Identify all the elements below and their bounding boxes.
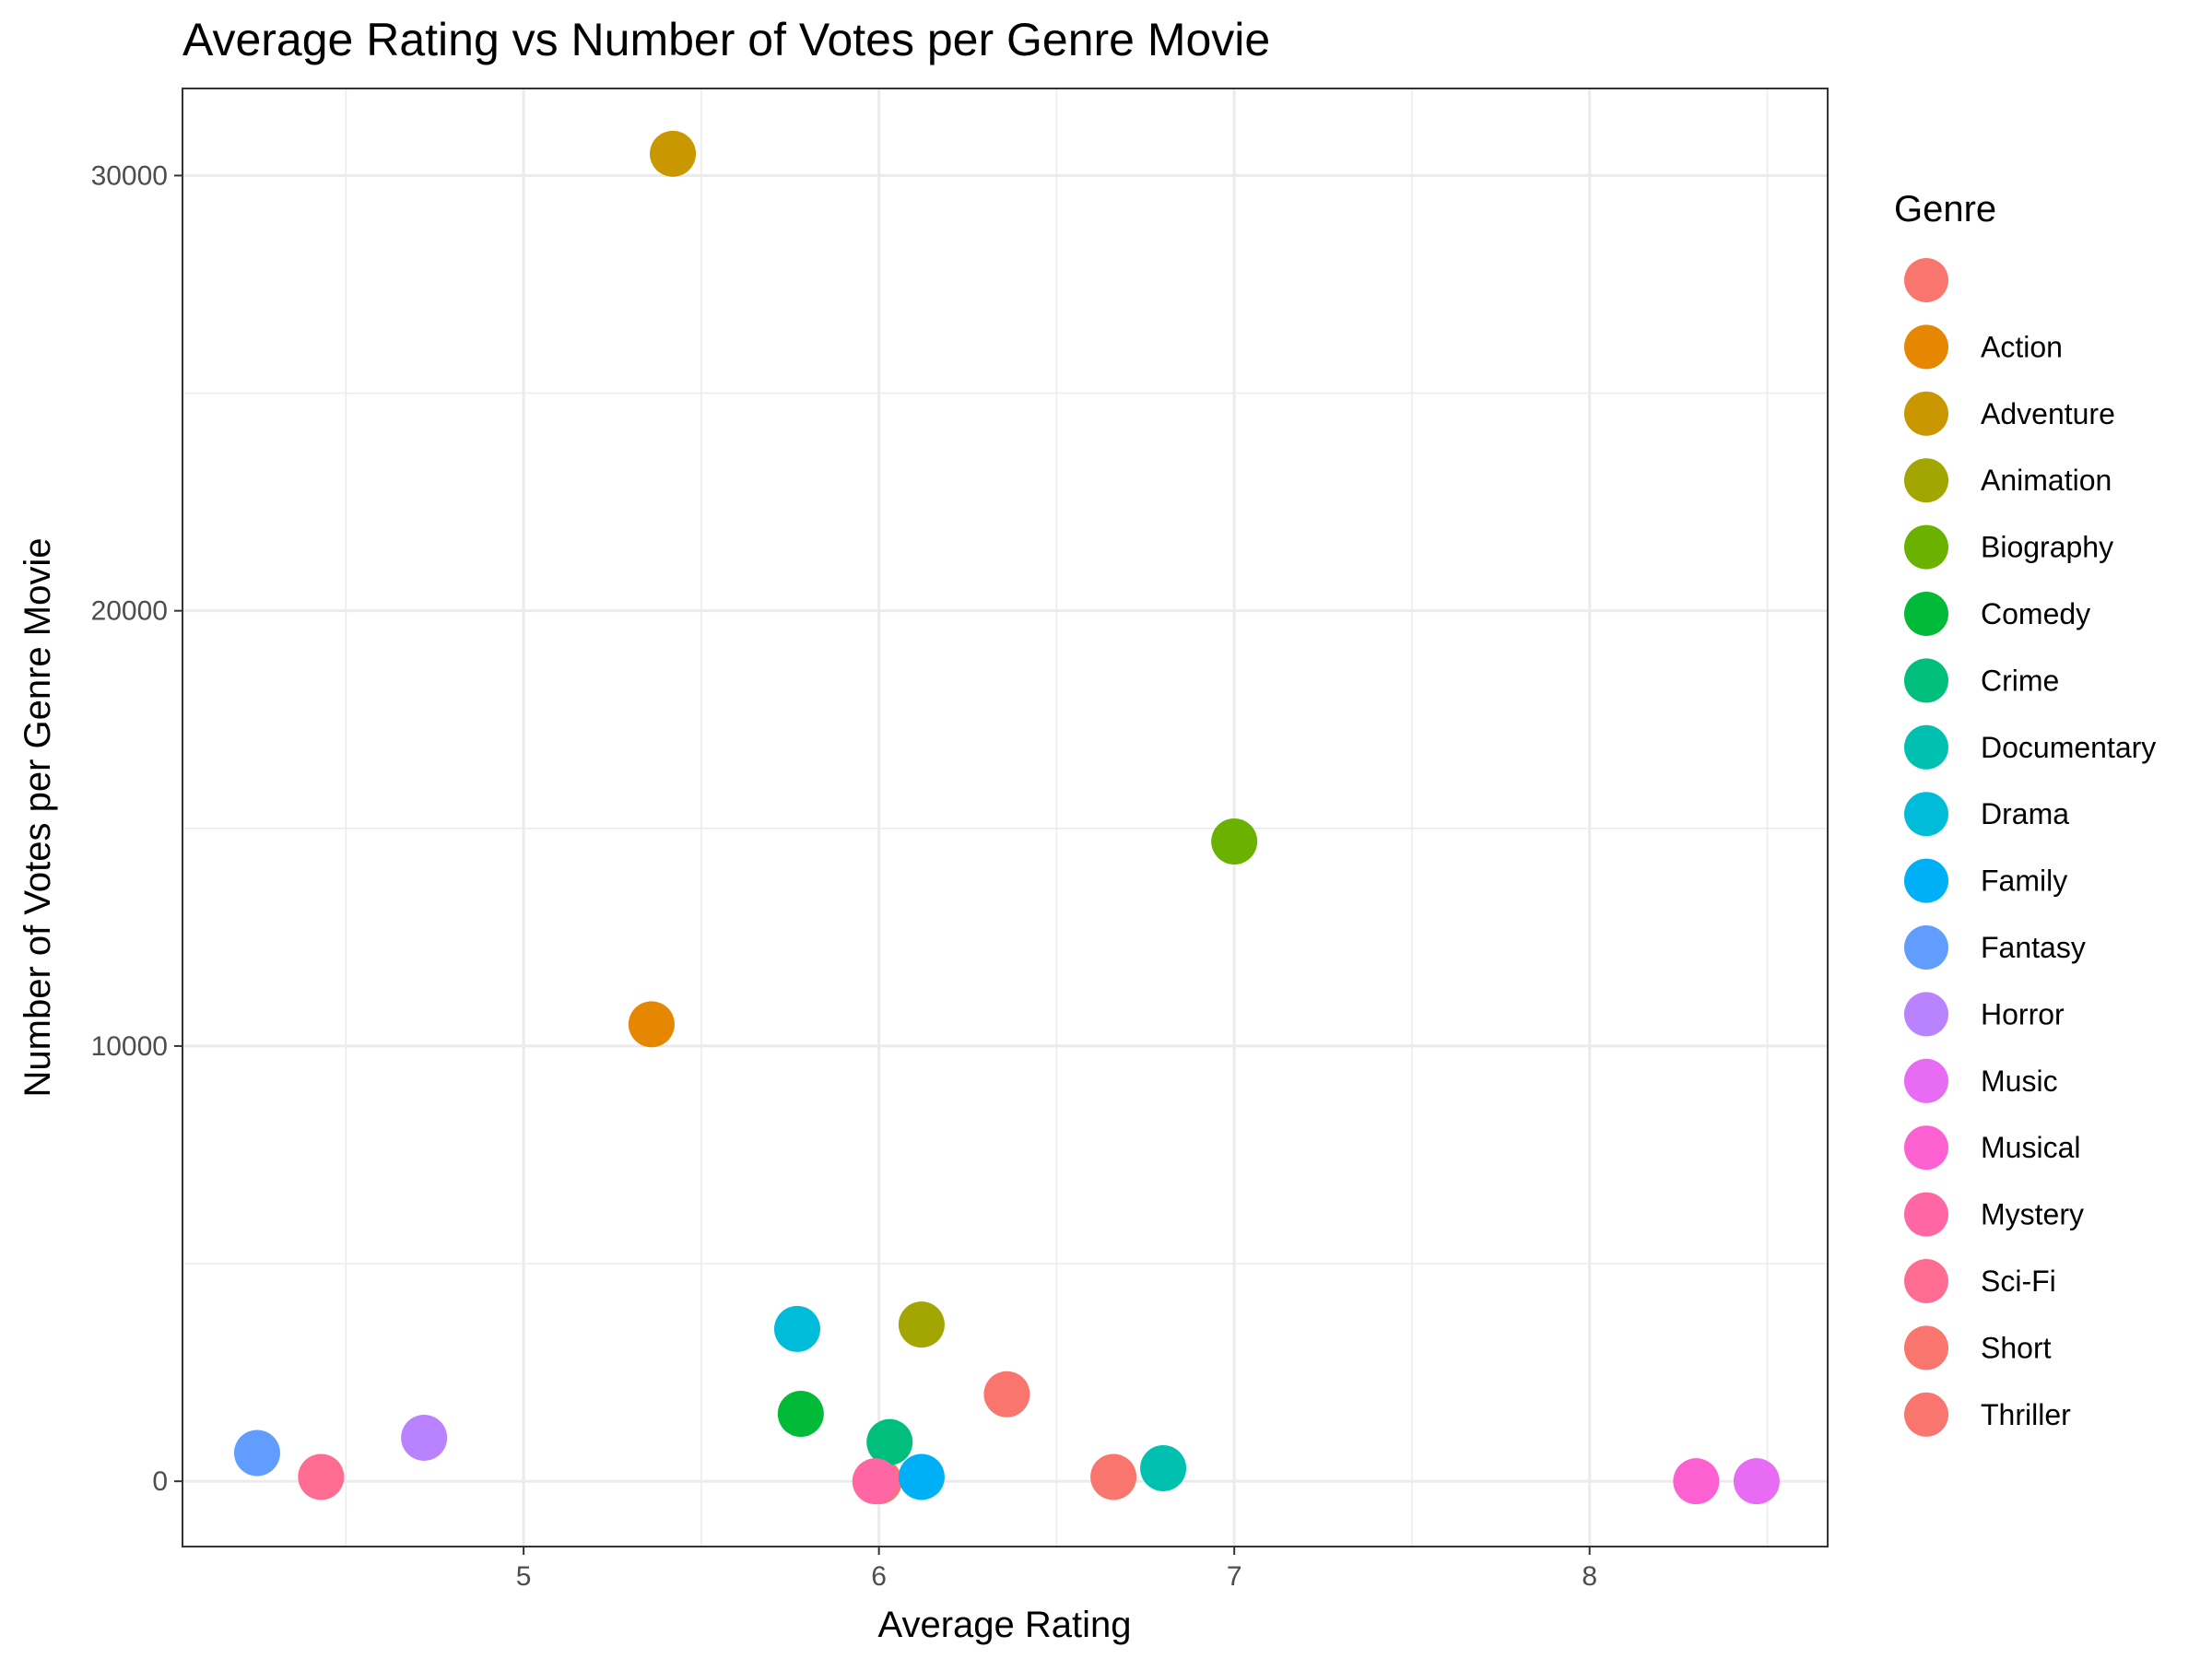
legend-items: Action Adventure Animation Biography Comedy C… — [1904, 258, 2156, 1437]
plot-border — [182, 88, 1829, 1547]
data-point-horror — [401, 1414, 448, 1461]
minor-gridlines — [182, 88, 1828, 1547]
data-point-short — [1090, 1453, 1137, 1500]
data-point-music — [1733, 1458, 1780, 1505]
chart-title: Average Rating vs Number of Votes per Ge… — [182, 14, 1270, 65]
legend-label: Drama — [1981, 797, 2069, 830]
legend-key — [1904, 324, 1948, 370]
y-axis: 0 10000 20000 30000 — [91, 160, 182, 1497]
data-point-thriller — [983, 1371, 1030, 1418]
legend-label: Action — [1981, 330, 2063, 363]
legend-key — [1904, 1125, 1948, 1171]
y-tick-label: 30000 — [91, 160, 168, 191]
legend-key — [1904, 1058, 1948, 1103]
legend-label: Adventure — [1981, 397, 2115, 430]
legend-title: Genre — [1894, 189, 1996, 229]
data-points — [233, 130, 1780, 1505]
legend-label: Sci-Fi — [1981, 1265, 2056, 1298]
legend-key — [1904, 792, 1948, 837]
legend-key — [1904, 524, 1948, 570]
major-gridlines — [182, 88, 1828, 1547]
legend-key — [1904, 391, 1948, 436]
data-point-documentary — [1140, 1444, 1187, 1491]
data-point-family — [898, 1453, 945, 1500]
legend-key — [1904, 925, 1948, 970]
legend-key — [1904, 992, 1948, 1037]
y-tick-label: 0 — [152, 1466, 168, 1497]
data-point-action — [628, 1001, 675, 1048]
legend-key — [1904, 592, 1948, 636]
legend: Genre Action Adventure Animation Biography C… — [1894, 189, 2156, 1437]
legend-key — [1904, 858, 1948, 903]
data-point-comedy — [777, 1390, 824, 1437]
legend-label: Short — [1981, 1331, 2052, 1364]
data-point-mystery — [852, 1458, 899, 1505]
data-point-adventure — [650, 130, 697, 177]
legend-label: Animation — [1981, 464, 2112, 497]
legend-key — [1904, 258, 1948, 302]
legend-key — [1904, 458, 1948, 503]
legend-label: Horror — [1981, 997, 2065, 1030]
legend-label: Thriller — [1981, 1398, 2071, 1431]
data-point-biography — [1211, 818, 1258, 865]
x-tick-label: 8 — [1582, 1561, 1597, 1592]
data-point-fantasy — [233, 1430, 280, 1477]
legend-label: Crime — [1981, 664, 2059, 697]
y-axis-title: Number of Votes per Genre Movie — [18, 538, 58, 1098]
legend-key — [1904, 1259, 1948, 1303]
data-point-drama — [773, 1305, 820, 1352]
data-point-crime — [866, 1418, 913, 1465]
data-point-animation — [898, 1301, 945, 1348]
legend-label: Biography — [1981, 531, 2113, 564]
plot-background — [182, 88, 1828, 1547]
data-point-musical — [1673, 1458, 1720, 1505]
x-tick-label: 6 — [871, 1561, 887, 1592]
legend-label: Documentary — [1981, 731, 2156, 764]
legend-label: Music — [1981, 1065, 2058, 1098]
legend-key — [1904, 658, 1948, 703]
legend-label: Musical — [1981, 1131, 2080, 1164]
legend-label: Mystery — [1981, 1198, 2084, 1231]
x-axis: 5 6 7 8 — [516, 1547, 1597, 1592]
legend-label: Comedy — [1981, 597, 2090, 630]
x-tick-label: 5 — [516, 1561, 532, 1592]
legend-key — [1904, 724, 1948, 770]
legend-key — [1904, 1192, 1948, 1237]
legend-label: Fantasy — [1981, 931, 2086, 964]
x-tick-label: 7 — [1227, 1561, 1242, 1592]
y-tick-label: 20000 — [91, 596, 168, 627]
legend-key — [1904, 1325, 1948, 1371]
legend-label: Family — [1981, 865, 2067, 898]
plot-panel — [182, 88, 1829, 1547]
data-point-sci-fi — [298, 1453, 345, 1500]
x-axis-title: Average Rating — [878, 1605, 1132, 1645]
legend-key — [1904, 1392, 1948, 1437]
y-tick-label: 10000 — [91, 1031, 168, 1062]
